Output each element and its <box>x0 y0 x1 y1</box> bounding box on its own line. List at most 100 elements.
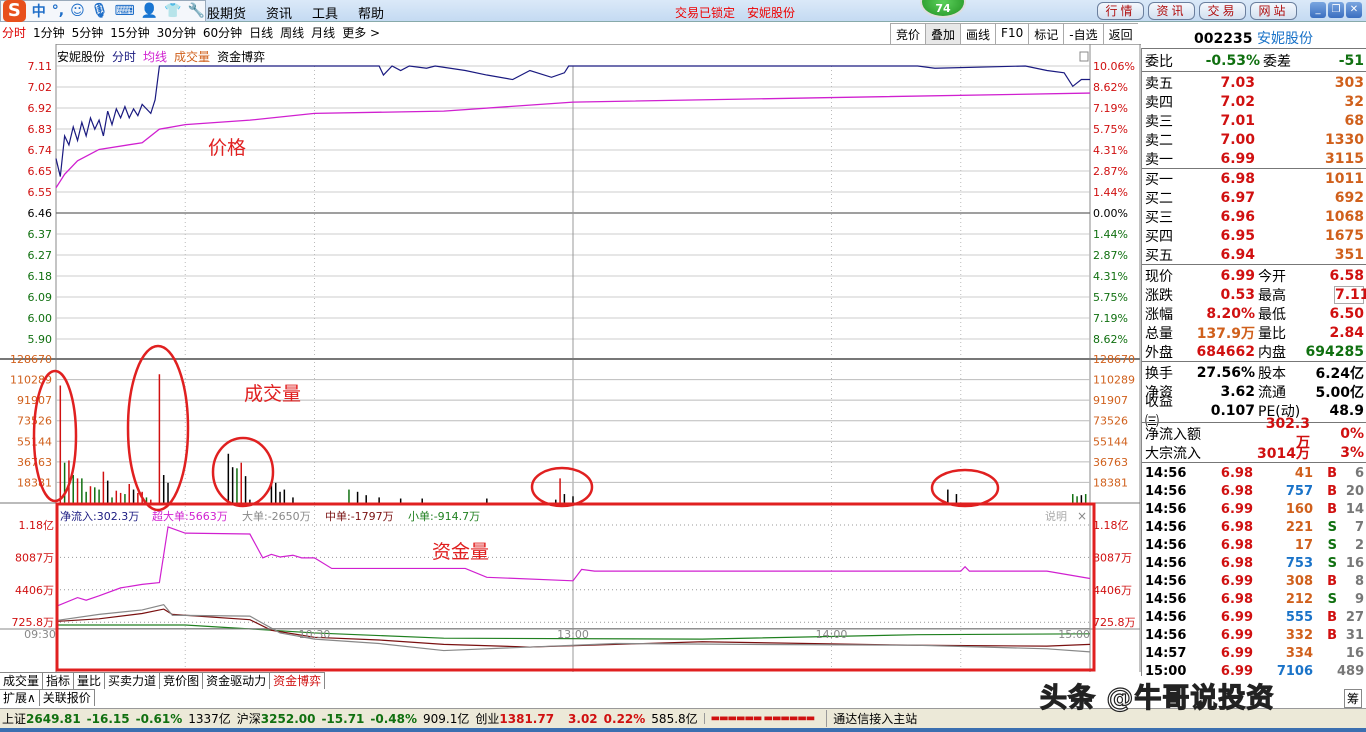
wrench-icon[interactable]: 🔧 <box>187 3 205 19</box>
tick-side: B <box>1327 502 1337 517</box>
flow-legend-super: 超大单:5663万 <box>152 509 228 523</box>
indicator-tab[interactable]: 竞价图 <box>160 673 204 689</box>
bid-volume: 692 <box>1334 189 1364 206</box>
toolbar-button[interactable]: 竞价 <box>890 24 925 44</box>
trade-button[interactable]: 交易 <box>1199 2 1246 20</box>
volume-tick-label-right: 55144 <box>1093 435 1128 448</box>
period-tab[interactable]: 60分钟 <box>202 26 243 40</box>
index-sh-amount: 1337亿 <box>188 712 231 726</box>
index-cy[interactable]: 创业1381.77 <box>475 712 555 726</box>
market-button[interactable]: 行情 <box>1097 2 1144 20</box>
ask-label: 卖一 <box>1145 151 1173 168</box>
period-tab[interactable]: 月线 <box>311 26 336 40</box>
menu-news[interactable]: 资讯 <box>266 7 293 22</box>
bid-label: 买五 <box>1145 247 1173 264</box>
period-tab[interactable]: 周线 <box>280 26 305 40</box>
flow-help-button[interactable]: 说明 <box>1045 509 1067 523</box>
fund-value: 0.107 <box>1210 402 1255 419</box>
toolbar-button[interactable]: -自选 <box>1063 24 1102 44</box>
close-icon[interactable]: ✕ <box>1346 2 1362 18</box>
layout-toggle-icon[interactable] <box>1079 51 1089 62</box>
index-sh[interactable]: 上证2649.81 <box>2 712 81 726</box>
minimize-icon[interactable]: _ <box>1310 2 1326 18</box>
toolbar-button[interactable]: 返回 <box>1102 24 1138 44</box>
flow-tick-label: 8087万 <box>15 551 54 564</box>
intraday-chart[interactable]: 7.11 10.06% 7.02 8.62% 6.92 7.19% 6.83 5.75% 6.7… <box>0 44 1141 672</box>
chip-tab[interactable]: 筹 <box>1343 689 1362 708</box>
legend-capital-flow[interactable]: 资金博弈 <box>217 50 266 64</box>
period-tab[interactable]: 15分钟 <box>110 26 150 40</box>
flow-pct: 3% <box>1340 444 1364 461</box>
keyboard-icon[interactable]: ⌨ <box>114 3 135 19</box>
toolbar-button[interactable]: 叠加 <box>925 24 961 44</box>
indicator-tab[interactable]: 资金驱动力 <box>203 673 271 689</box>
emoji-icon[interactable]: ☺ <box>70 3 85 19</box>
tick-volume: 555 <box>1285 610 1313 625</box>
tick-time: 14:56 <box>1145 556 1187 571</box>
tick-price: 6.98 <box>1220 520 1253 535</box>
toolbar-button[interactable]: F10 <box>995 24 1028 44</box>
price-tick-label: 7.11 <box>28 60 53 73</box>
toolbar-button[interactable]: 画线 <box>960 24 995 44</box>
period-tab[interactable]: 更多 > <box>342 26 381 40</box>
flow-legend-medium: 中单:-1797万 <box>325 510 394 523</box>
volume-tick-label-right: 91907 <box>1093 394 1128 407</box>
legend-volume[interactable]: 成交量 <box>174 50 211 64</box>
mic-icon[interactable]: 🎙 <box>90 3 109 19</box>
website-button[interactable]: 网站 <box>1250 2 1297 20</box>
indicator-tab[interactable]: 成交量 <box>0 673 44 689</box>
fund-label: 收益㈢ <box>1145 393 1173 430</box>
sogou-logo-icon[interactable]: S <box>3 0 26 22</box>
fund-value: 48.9 <box>1329 402 1364 419</box>
tick-time: 14:56 <box>1145 484 1187 499</box>
divider <box>1142 462 1366 463</box>
bid-label: 买二 <box>1145 190 1173 207</box>
connection-status[interactable]: 通达信接入主站 <box>826 710 917 727</box>
indicator-tab[interactable]: 资金博弈 <box>270 673 326 689</box>
stat-value: 0.53 <box>1220 286 1255 303</box>
tick-time: 14:56 <box>1145 610 1187 625</box>
indicator-tab[interactable]: 量比 <box>74 673 106 689</box>
chinese-mode-icon[interactable]: 中 <box>31 4 46 20</box>
indicator-tab[interactable]: 指标 <box>43 673 75 689</box>
indicator-tab[interactable]: 买卖力道 <box>105 673 161 689</box>
stock-code: 002235 <box>1194 31 1253 47</box>
period-tab[interactable]: 分时 <box>2 26 27 40</box>
extension-tab[interactable]: 关联报价 <box>40 690 95 706</box>
user-icon[interactable]: 👤 <box>140 3 159 19</box>
menu-futures[interactable]: 股期货 <box>207 7 247 22</box>
volume-tick-label: 128670 <box>10 353 52 366</box>
period-tab[interactable]: 日线 <box>249 26 274 40</box>
flow-close-button[interactable]: × <box>1077 509 1087 523</box>
period-tab[interactable]: 1分钟 <box>33 26 65 40</box>
quote-panel: 委比 -0.53% 委差 -51 卖五 7.03 303 卖四 7.02 32 卖三 7.01 68 卖二… <box>1141 48 1366 708</box>
index-hs[interactable]: 沪深3252.00 <box>236 712 316 726</box>
tick-row: 14:56 6.99 160 B 14 <box>1145 500 1364 519</box>
top-buttons: 行情 资讯 交易 网站 <box>1097 2 1297 20</box>
flow-value: 3014万 <box>1257 445 1310 462</box>
volume-tick-label: 91907 <box>17 394 52 407</box>
highlight-circle <box>32 369 78 503</box>
legend-fenshi[interactable]: 分时 <box>112 50 137 64</box>
menu-help[interactable]: 帮助 <box>358 7 385 22</box>
legend-avg[interactable]: 均线 <box>143 50 168 64</box>
stat-row: 外盘 684662 内盘 694285 <box>1145 342 1364 361</box>
divider <box>1142 168 1366 169</box>
restore-icon[interactable]: ❐ <box>1328 2 1344 18</box>
skin-icon[interactable]: 👕 <box>164 3 182 19</box>
market-breadth-icon: ▬▬▬▬▬▬ ▬▬▬▬▬▬ <box>703 713 821 724</box>
punctuation-icon[interactable]: °, <box>51 3 65 19</box>
news-button[interactable]: 资讯 <box>1148 2 1195 20</box>
tick-price: 6.99 <box>1220 574 1253 589</box>
period-tab[interactable]: 5分钟 <box>71 26 104 40</box>
period-tab[interactable]: 30分钟 <box>156 26 196 40</box>
tick-count: 2 <box>1354 538 1364 553</box>
flow-line-large <box>55 603 1091 653</box>
fundamental-row: 净资 3.62 流通 5.00亿 <box>1145 382 1364 401</box>
menu-tools[interactable]: 工具 <box>312 7 339 22</box>
flow-tick-label-right: 725.8万 <box>1093 616 1136 629</box>
ime-toolbar[interactable]: S 中 °, ☺ 🎙 ⌨ 👤 👕 🔧 <box>0 0 206 22</box>
pct-tick-label: 4.31% <box>1093 144 1128 157</box>
toolbar-button[interactable]: 标记 <box>1028 24 1063 44</box>
extension-tab[interactable]: 扩展∧ <box>0 690 40 706</box>
